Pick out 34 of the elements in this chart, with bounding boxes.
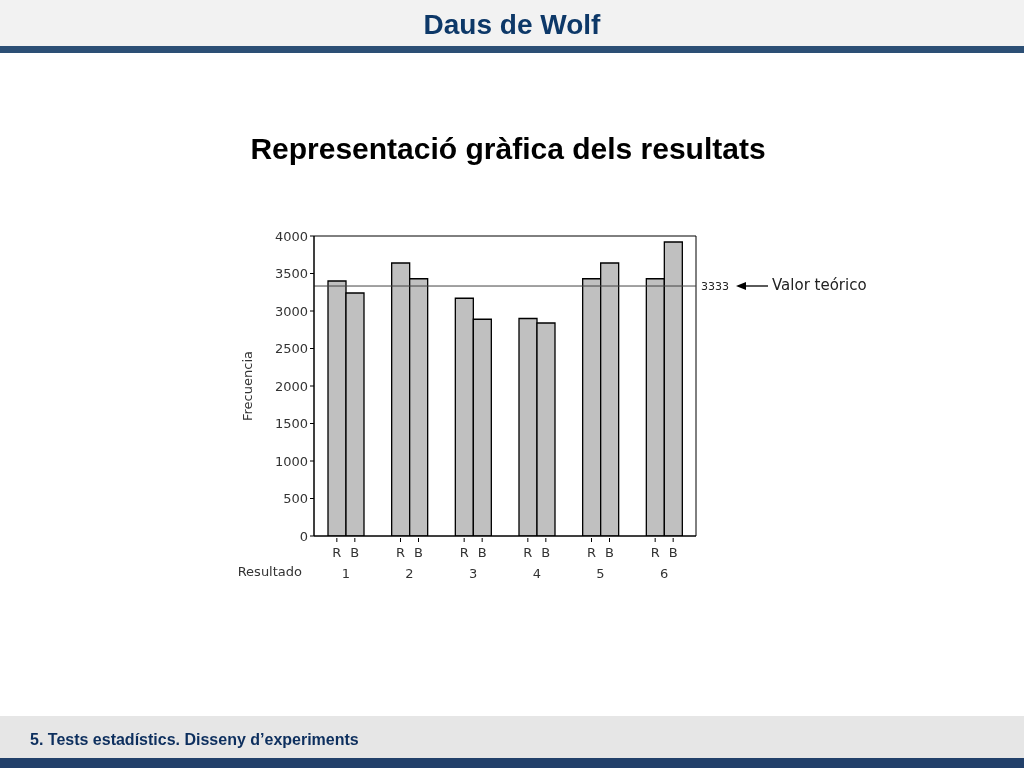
text: 5. Tests estadístics. Disseny d’experiments [30,730,359,750]
x-tick-label: 2 [405,566,414,581]
text: B [477,545,487,560]
text: B [605,545,614,560]
text: B [414,545,423,560]
ref-line-label: 3333 [701,280,729,294]
y-tick-label: 2000 [274,378,308,394]
text: R [395,545,406,560]
y-tick-label: 3000 [274,303,308,319]
text: R [650,545,660,560]
y-tick-label: 1000 [274,453,308,469]
text: R [523,545,533,560]
text: B [668,545,678,560]
chart-subtitle: Representació gràfica dels resultats [249,131,767,167]
text: B [541,545,551,560]
y-axis-title: Frecuencia [240,351,255,421]
y-tick-label: 2500 [274,341,308,357]
series-label: B [350,545,360,560]
y-tick-label: 4000 [274,228,308,244]
y-tick-label: 3500 [274,266,308,282]
y-tick-label: 0 [299,528,308,544]
text: Valor teórico [772,275,867,296]
y-tick-label: 1500 [274,416,308,432]
x-tick-label: 5 [596,566,605,581]
x-tick-label: 4 [532,566,541,581]
x-tick-label: 1 [341,566,350,581]
text: R [586,545,597,560]
series-label: R [332,545,342,560]
y-tick-label: 500 [283,491,308,507]
x-axis-title: Resultado [237,564,303,579]
chart-title: Daus de Wolf [422,8,602,42]
x-tick-label: 6 [660,566,669,581]
text: R [459,545,469,560]
x-tick-label: 3 [469,566,478,581]
